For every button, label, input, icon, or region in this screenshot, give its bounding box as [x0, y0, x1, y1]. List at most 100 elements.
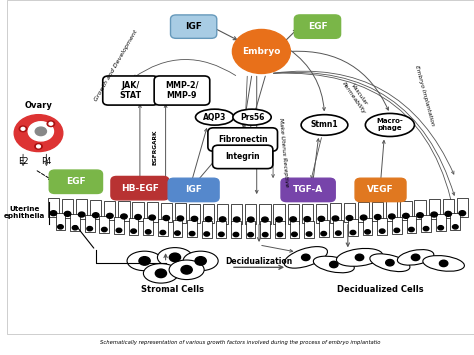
FancyBboxPatch shape: [171, 15, 217, 38]
Circle shape: [35, 143, 42, 149]
Circle shape: [247, 217, 254, 222]
Circle shape: [318, 216, 325, 221]
Ellipse shape: [233, 109, 271, 125]
Bar: [217, 221, 226, 238]
Text: Stromal Cells: Stromal Cells: [141, 285, 204, 294]
Circle shape: [360, 215, 367, 220]
Ellipse shape: [144, 263, 178, 283]
Circle shape: [50, 211, 57, 216]
Bar: [76, 199, 87, 219]
Bar: [189, 203, 200, 223]
Bar: [414, 200, 426, 219]
Bar: [457, 198, 468, 217]
Circle shape: [146, 230, 151, 234]
Circle shape: [189, 231, 195, 236]
Ellipse shape: [301, 115, 348, 135]
Bar: [260, 221, 270, 238]
Circle shape: [191, 216, 198, 221]
Bar: [90, 200, 101, 219]
FancyBboxPatch shape: [111, 176, 169, 200]
Circle shape: [35, 127, 46, 136]
Circle shape: [135, 214, 141, 219]
Ellipse shape: [157, 247, 192, 267]
Circle shape: [92, 213, 99, 218]
FancyBboxPatch shape: [103, 76, 158, 105]
Ellipse shape: [423, 256, 465, 271]
Bar: [114, 217, 124, 234]
Circle shape: [321, 231, 327, 236]
Bar: [158, 219, 168, 236]
Circle shape: [181, 266, 192, 274]
Text: P4: P4: [41, 157, 52, 166]
Circle shape: [204, 232, 210, 236]
Circle shape: [411, 254, 420, 261]
Circle shape: [417, 213, 423, 218]
Ellipse shape: [127, 251, 162, 271]
Text: EGF: EGF: [66, 177, 86, 186]
FancyBboxPatch shape: [168, 178, 219, 202]
Circle shape: [277, 233, 283, 237]
Bar: [173, 220, 182, 237]
Bar: [436, 214, 446, 231]
Bar: [175, 203, 186, 223]
Circle shape: [160, 230, 165, 235]
Bar: [401, 201, 411, 220]
Circle shape: [87, 226, 92, 231]
Text: MMP-2/
MMP-9: MMP-2/ MMP-9: [165, 81, 199, 100]
Bar: [290, 221, 300, 238]
Circle shape: [131, 229, 137, 233]
Circle shape: [219, 232, 224, 236]
Bar: [231, 221, 241, 238]
Text: Embryo Implantation: Embryo Implantation: [414, 65, 436, 127]
Bar: [118, 201, 129, 221]
Circle shape: [116, 228, 122, 233]
Circle shape: [205, 217, 212, 222]
Circle shape: [21, 127, 25, 130]
Ellipse shape: [195, 109, 234, 125]
FancyBboxPatch shape: [355, 178, 406, 202]
Bar: [100, 216, 109, 233]
Bar: [319, 220, 328, 237]
Circle shape: [49, 122, 53, 125]
Ellipse shape: [365, 113, 414, 136]
Text: Uterine
ephithelia: Uterine ephithelia: [4, 206, 45, 219]
Circle shape: [453, 225, 458, 229]
Circle shape: [332, 216, 339, 221]
Circle shape: [386, 260, 394, 266]
Circle shape: [121, 214, 127, 219]
Text: HB-EGF: HB-EGF: [121, 184, 159, 193]
Ellipse shape: [370, 254, 410, 272]
Bar: [301, 204, 313, 223]
FancyBboxPatch shape: [49, 170, 102, 193]
Bar: [161, 203, 172, 222]
Text: AQP3: AQP3: [203, 113, 227, 122]
Circle shape: [292, 232, 297, 236]
FancyBboxPatch shape: [208, 128, 277, 151]
Circle shape: [445, 211, 452, 216]
Bar: [70, 214, 80, 231]
Circle shape: [329, 261, 338, 268]
Text: Prs56: Prs56: [240, 113, 264, 122]
Circle shape: [262, 217, 268, 222]
Circle shape: [234, 217, 240, 222]
Circle shape: [394, 228, 400, 233]
Text: Decidualization: Decidualization: [226, 257, 292, 266]
Bar: [386, 201, 397, 221]
Circle shape: [58, 225, 63, 229]
Circle shape: [304, 217, 310, 222]
Text: Fibronectin: Fibronectin: [218, 135, 267, 144]
Bar: [363, 218, 373, 235]
Ellipse shape: [169, 260, 204, 280]
Circle shape: [431, 212, 438, 217]
FancyBboxPatch shape: [281, 178, 335, 202]
Circle shape: [290, 217, 296, 222]
Bar: [231, 204, 242, 224]
Bar: [132, 202, 144, 221]
Text: EGFRGARK: EGFRGARK: [153, 130, 158, 165]
Circle shape: [346, 215, 353, 220]
Circle shape: [276, 217, 283, 222]
Bar: [259, 204, 271, 224]
Circle shape: [350, 230, 356, 235]
Bar: [62, 198, 73, 218]
Circle shape: [28, 122, 54, 141]
